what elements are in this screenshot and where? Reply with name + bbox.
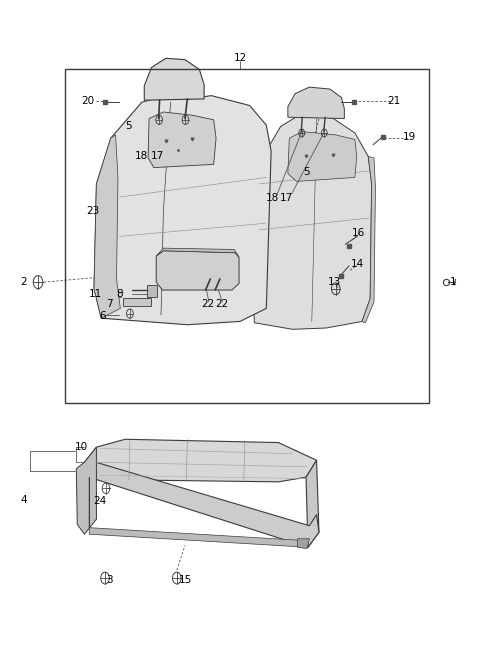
Text: 8: 8 bbox=[116, 289, 123, 299]
Polygon shape bbox=[84, 461, 319, 547]
Text: 18: 18 bbox=[135, 152, 148, 161]
Polygon shape bbox=[148, 112, 216, 168]
Bar bbox=[123, 298, 152, 306]
Polygon shape bbox=[306, 461, 319, 547]
Text: 7: 7 bbox=[107, 299, 113, 310]
Text: 24: 24 bbox=[94, 497, 107, 506]
Text: 19: 19 bbox=[403, 132, 417, 142]
Polygon shape bbox=[288, 87, 344, 119]
Text: 12: 12 bbox=[233, 53, 247, 63]
Text: 5: 5 bbox=[126, 121, 132, 131]
Polygon shape bbox=[94, 96, 271, 325]
Text: 2: 2 bbox=[20, 277, 27, 287]
Bar bbox=[65, 70, 429, 403]
Text: 22: 22 bbox=[215, 299, 228, 310]
Polygon shape bbox=[144, 58, 204, 100]
Polygon shape bbox=[288, 132, 357, 181]
Text: 14: 14 bbox=[350, 259, 364, 269]
Text: 3: 3 bbox=[107, 575, 113, 585]
Text: 13: 13 bbox=[328, 277, 341, 287]
Text: 17: 17 bbox=[151, 152, 164, 161]
Text: 6: 6 bbox=[99, 311, 106, 321]
Text: 18: 18 bbox=[266, 194, 279, 203]
Bar bbox=[147, 285, 157, 297]
Polygon shape bbox=[298, 539, 310, 548]
Text: 1: 1 bbox=[450, 277, 456, 287]
Polygon shape bbox=[156, 248, 239, 257]
Polygon shape bbox=[94, 135, 120, 318]
Text: 22: 22 bbox=[201, 299, 214, 310]
Polygon shape bbox=[362, 157, 375, 323]
Text: 20: 20 bbox=[82, 96, 95, 106]
Text: 17: 17 bbox=[280, 194, 294, 203]
Text: 5: 5 bbox=[303, 167, 310, 177]
Text: 16: 16 bbox=[352, 228, 365, 238]
Polygon shape bbox=[84, 440, 317, 482]
Polygon shape bbox=[253, 113, 372, 329]
Polygon shape bbox=[156, 251, 239, 290]
Text: 21: 21 bbox=[387, 96, 401, 106]
Text: 11: 11 bbox=[88, 289, 102, 299]
Text: 23: 23 bbox=[86, 207, 99, 216]
Polygon shape bbox=[76, 447, 96, 534]
Polygon shape bbox=[89, 478, 308, 547]
Text: 4: 4 bbox=[20, 495, 27, 504]
Text: 15: 15 bbox=[179, 575, 192, 585]
Text: 10: 10 bbox=[74, 442, 88, 452]
